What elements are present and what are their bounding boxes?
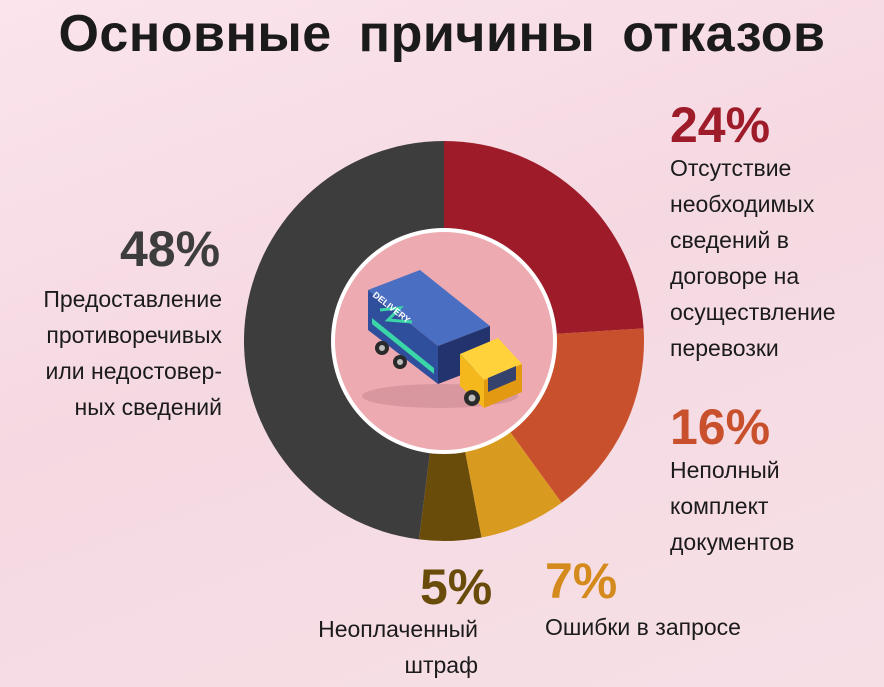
label-line: Предоставление [43,286,222,312]
donut-slice-16 [509,328,644,503]
slice-label-missing-info: Отсутствие необходимых сведений в догово… [670,150,870,366]
donut-slice-24 [444,141,644,335]
label-line: противоречивых [46,322,222,348]
label-line: комплект [670,493,769,519]
label-line: ных сведений [74,394,222,420]
label-line: осуществление [670,299,836,325]
label-line: Ошибки в запросе [545,614,741,640]
label-line: Отсутствие [670,155,792,181]
label-line: необходимых [670,191,815,217]
percent-label-24: 24% [670,97,771,153]
label-line: договоре на [670,263,800,289]
page-title: Основные причины отказов [58,5,826,63]
donut-slice-5 [418,450,482,541]
label-line: документов [670,529,795,555]
label-line: перевозки [670,335,779,361]
slice-label-request-errors: Ошибки в запросе [545,609,785,645]
percent-label-48: 48% [120,221,221,277]
slice-label-incomplete-docs: Неполный комплект документов [670,452,870,560]
donut-slice-7 [464,430,562,538]
slice-label-contradictory-info: Предоставление противоречивых или недост… [10,281,222,425]
percent-label-5: 5% [420,559,493,615]
label-line: Неполный [670,457,780,483]
percent-label-16: 16% [670,399,771,455]
label-line: штраф [404,652,479,678]
delivery-truck-icon: DELIVERY [362,270,522,408]
percent-label-7: 7% [545,553,618,609]
label-line: сведений в [670,227,789,253]
label-line: Неоплаченный [318,616,478,642]
label-line: или недостовер- [45,358,222,384]
slice-label-unpaid-fine: Неоплаченный штраф [290,611,478,683]
